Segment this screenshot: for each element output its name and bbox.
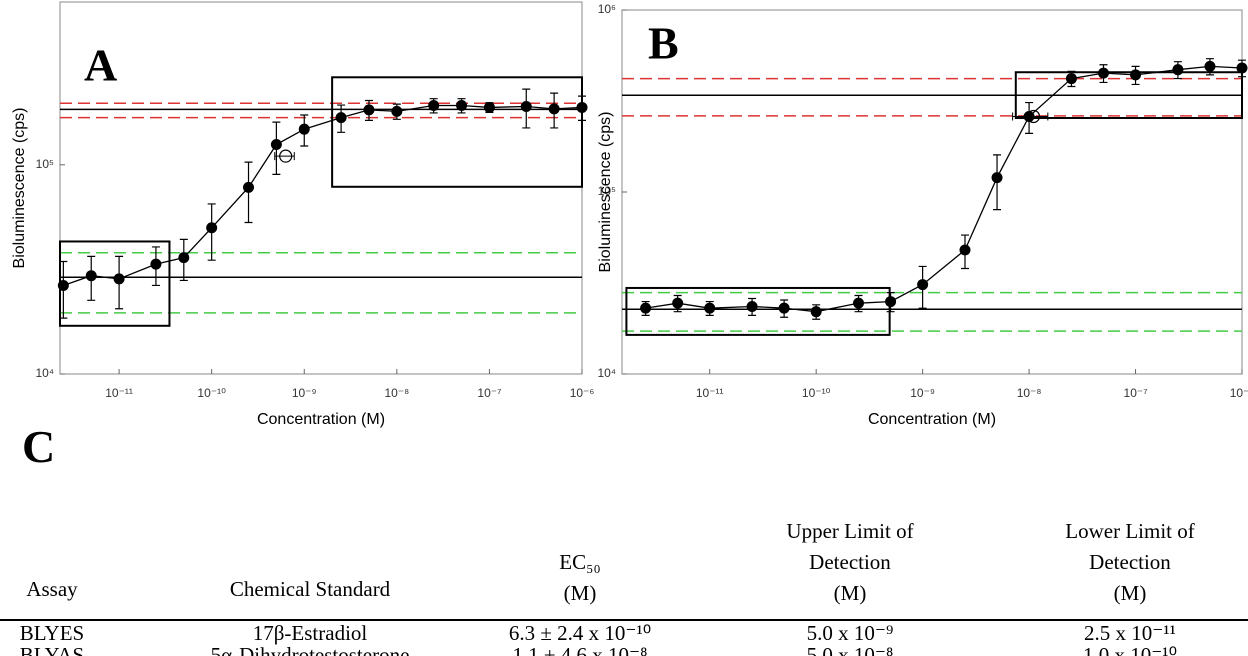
y-axis-title: Bioluminescence (cps) [597, 112, 614, 273]
data-point [150, 258, 162, 270]
header-cell: Detection [809, 550, 891, 574]
header-cell: Upper Limit of [786, 519, 914, 543]
data-point [778, 302, 790, 314]
header-cell: EC₅₀ [559, 550, 601, 574]
plot-frame [621, 9, 1243, 375]
data-point [520, 100, 532, 112]
data-point [298, 123, 310, 135]
data-point [548, 103, 560, 115]
plot-frame [59, 1, 583, 375]
data-point [746, 300, 758, 312]
x-tick-label: 10⁻⁶ [1230, 386, 1248, 400]
data-point [704, 302, 716, 314]
header-cell: Lower Limit of [1065, 519, 1195, 543]
header-cell: Detection [1089, 550, 1171, 574]
data-point [428, 100, 440, 112]
data-point [576, 101, 588, 113]
table-cell: 1.0 x 10⁻¹⁰ [1082, 643, 1178, 656]
data-point [810, 306, 822, 318]
ec50-point [279, 149, 293, 163]
data-point [885, 296, 897, 308]
data-point [206, 222, 218, 234]
x-axis-title: Concentration (M) [257, 411, 385, 428]
x-tick-label: 10⁻⁸ [1017, 386, 1042, 400]
table-cell: 5α-Dihydrotestosterone [210, 643, 410, 656]
header-cell: (M) [563, 581, 597, 605]
data-point [672, 297, 684, 309]
data-point [1097, 67, 1109, 79]
x-tick-label: 10⁻¹¹ [105, 386, 133, 400]
data-point [1130, 69, 1142, 81]
y-axis-title: Bioluminescence (cps) [11, 108, 28, 269]
data-point [1065, 73, 1077, 85]
data-point [853, 297, 865, 309]
ec50-error [1012, 112, 1049, 121]
data-point [335, 112, 347, 124]
header-cell: Chemical Standard [229, 577, 391, 601]
data-point [178, 252, 190, 264]
x-axis-title: Concentration (M) [868, 411, 996, 428]
table-cell: 5.0 x 10⁻⁹ [806, 621, 894, 645]
data-point [456, 100, 468, 112]
y-tick-label: 10⁵ [598, 184, 616, 198]
panel-label: B [648, 18, 679, 69]
table-cell: 2.5 x 10⁻¹¹ [1084, 621, 1176, 645]
charts: 10⁻¹¹ 10⁻¹⁰ 10⁻⁹ 10⁻⁸ 10⁻⁷ 10⁻⁶10⁴10⁵Concentr… [11, 1, 1248, 428]
x-tick-label: 10⁻⁷ [477, 386, 501, 400]
table-cell: 5.0 x 10⁻⁸ [806, 643, 894, 656]
region-box [625, 286, 891, 336]
table-rule [0, 619, 1248, 621]
x-tick-label: 10⁻¹⁰ [197, 386, 226, 400]
data-point [243, 181, 255, 193]
data-point [391, 105, 403, 117]
x-tick-label: 10⁻⁹ [292, 386, 317, 400]
x-tick-label: 10⁻¹⁰ [802, 386, 831, 400]
data-point [1204, 60, 1216, 72]
ec50-point [1026, 109, 1041, 124]
y-tick-label: 10⁴ [597, 366, 616, 380]
table-cell: 1.1 ± 4.6 x 10⁻⁸ [512, 643, 648, 656]
data-point [57, 279, 69, 291]
table-cell: BLYES [19, 621, 85, 645]
header-cell: (M) [833, 581, 867, 605]
region-box [1014, 71, 1243, 120]
data-point [991, 172, 1003, 184]
data-line [63, 104, 583, 287]
y-tick-label: 10⁴ [35, 366, 54, 380]
table-cell: 17β-Estradiol [252, 621, 368, 645]
table: C Assay Chemical Standard EC₅₀ (M) Upper Lim… [0, 420, 1248, 656]
region-box [331, 76, 583, 188]
header-cell: (M) [1113, 581, 1147, 605]
data-point [917, 279, 929, 291]
x-tick-label: 10⁻⁷ [1124, 386, 1148, 400]
data-point [270, 139, 282, 151]
panel-label: A [84, 40, 117, 91]
y-tick-label: 10⁵ [36, 157, 54, 171]
data-line [645, 65, 1243, 313]
x-tick-label: 10⁻⁹ [910, 386, 935, 400]
x-tick-label: 10⁻⁸ [384, 386, 409, 400]
table-cell: 6.3 ± 2.4 x 10⁻¹⁰ [508, 621, 652, 645]
panel-label: C [22, 421, 56, 472]
data-point [640, 302, 652, 314]
table-cell: BLYAS [19, 643, 85, 656]
data-point [483, 101, 495, 113]
ec50-error [274, 152, 295, 161]
data-point [1236, 62, 1248, 74]
data-point [363, 104, 375, 116]
data-point [85, 270, 97, 282]
x-tick-label: 10⁻⁶ [570, 386, 595, 400]
data-point [959, 244, 971, 256]
header-cell: Assay [26, 577, 78, 601]
data-point [1172, 64, 1184, 76]
x-tick-label: 10⁻¹¹ [696, 386, 724, 400]
data-point [113, 273, 125, 285]
y-tick-label: 10⁶ [598, 2, 616, 16]
